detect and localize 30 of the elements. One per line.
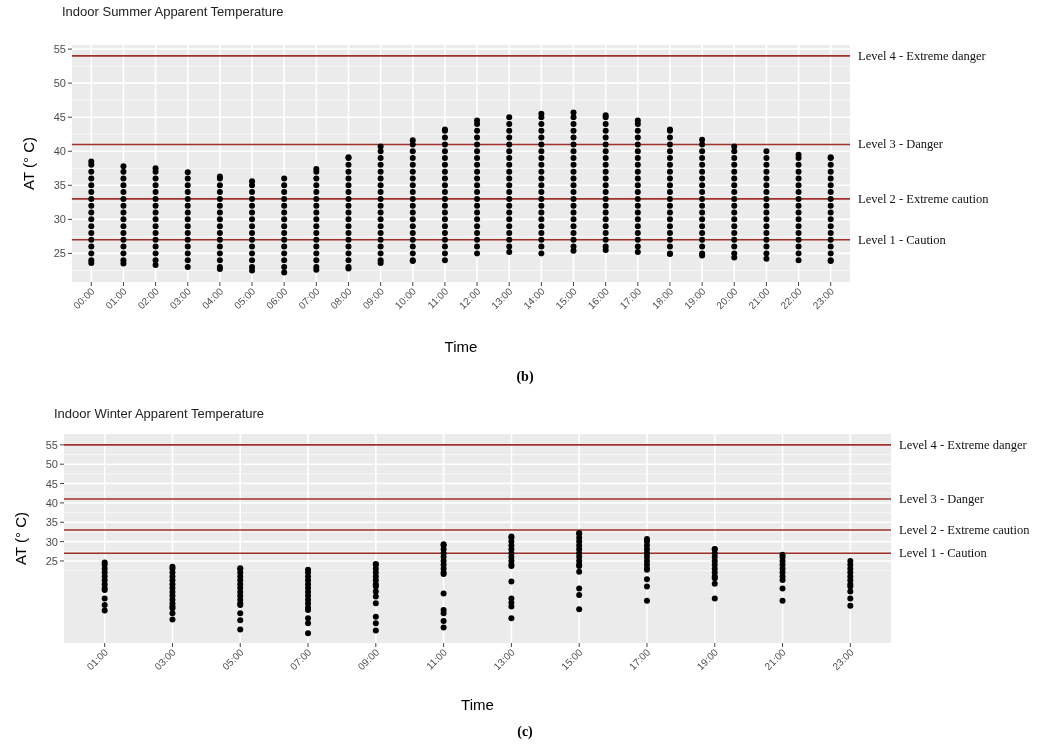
y-tick-label: 50 bbox=[53, 77, 66, 90]
text: (b) bbox=[516, 369, 534, 385]
y-tick-label: 50 bbox=[45, 458, 58, 471]
y-axis-title: AT (° C) bbox=[20, 137, 37, 190]
y-tick-label: 40 bbox=[53, 145, 66, 158]
x-axis-title: Time bbox=[444, 338, 478, 355]
x-axis-title: Time bbox=[461, 696, 494, 713]
y-tick-label: 55 bbox=[53, 43, 66, 56]
ref-line-label: Level 2 - Extreme caution bbox=[899, 522, 1031, 537]
y-tick-label: 40 bbox=[45, 496, 58, 509]
ref-line-label: Level 4 - Extreme danger bbox=[899, 437, 1028, 452]
y-tick-label: 25 bbox=[45, 554, 58, 567]
ref-line-label: Level 3 - Danger bbox=[858, 137, 944, 152]
text: (c) bbox=[517, 724, 534, 740]
y-tick-label: 30 bbox=[45, 535, 58, 548]
chart-title: Indoor Summer Apparent Temperature bbox=[62, 4, 284, 19]
y-tick-label: 55 bbox=[45, 438, 58, 451]
y-tick-label: 35 bbox=[45, 516, 58, 529]
y-tick-label: 25 bbox=[53, 247, 66, 260]
y-axis-title: AT (° C) bbox=[12, 512, 29, 565]
y-tick-label: 45 bbox=[45, 477, 58, 490]
ref-line-label: Level 3 - Danger bbox=[899, 492, 985, 507]
y-tick-label: 35 bbox=[53, 179, 66, 192]
y-tick-label: 30 bbox=[53, 213, 66, 226]
y-tick-label: 45 bbox=[53, 111, 66, 124]
ref-line-label: Level 4 - Extreme danger bbox=[858, 48, 987, 63]
ref-line-label: Level 1 - Caution bbox=[858, 232, 947, 247]
ref-line-label: Level 1 - Caution bbox=[899, 546, 988, 561]
chart-title: Indoor Winter Apparent Temperature bbox=[54, 406, 265, 421]
ref-line-label: Level 2 - Extreme caution bbox=[858, 191, 990, 206]
